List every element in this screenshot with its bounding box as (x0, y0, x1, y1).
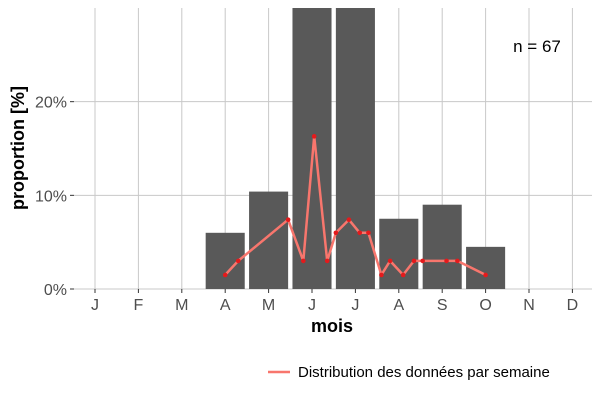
bar-M (249, 191, 289, 289)
series-point (366, 230, 371, 236)
bar-J (335, 8, 375, 289)
y-tick-label: 0% (44, 282, 67, 299)
series-point (333, 230, 339, 236)
series-point (346, 217, 352, 222)
x-tick-label: M (262, 297, 275, 314)
bar-layer (205, 8, 506, 289)
series-point (455, 258, 460, 264)
x-tick-label: D (567, 297, 579, 314)
series-point (357, 230, 363, 236)
x-tick-label: F (134, 297, 144, 314)
tick-layer: J F M A M J J A S O N D 0% 10% 20% (35, 95, 578, 314)
series-point (301, 258, 306, 264)
series-point (222, 272, 228, 278)
y-tick-label: 10% (35, 188, 67, 205)
y-axis-title: proportion [%] (8, 86, 28, 210)
legend-label: Distribution des données par semaine (298, 364, 550, 381)
series-point (311, 134, 317, 139)
bar-A (379, 218, 419, 289)
series-point (387, 258, 393, 264)
x-tick-label: M (175, 297, 188, 314)
x-axis-title: mois (311, 316, 353, 336)
x-tick-label: O (479, 297, 491, 314)
annotation-label: n = 67 (513, 37, 561, 56)
series-point (285, 217, 291, 222)
series-point (444, 258, 449, 264)
x-tick-label: J (308, 297, 316, 314)
bar-S (422, 204, 462, 289)
series-point (235, 258, 241, 264)
x-tick-label: N (523, 297, 535, 314)
series-point (379, 272, 384, 278)
x-tick-label: J (91, 297, 99, 314)
x-tick-label: J (351, 297, 359, 314)
line-layer (222, 134, 488, 278)
legend: Distribution des données par semaine (268, 364, 550, 381)
series-point (411, 258, 417, 264)
series-line (223, 135, 487, 277)
y-tick-label: 20% (35, 95, 67, 112)
series-point (400, 272, 406, 278)
x-tick-label: A (220, 297, 231, 314)
x-tick-label: A (393, 297, 404, 314)
x-tick-label: S (437, 297, 448, 314)
series-point (420, 258, 425, 264)
series-point (324, 258, 330, 264)
series-point (483, 272, 488, 278)
